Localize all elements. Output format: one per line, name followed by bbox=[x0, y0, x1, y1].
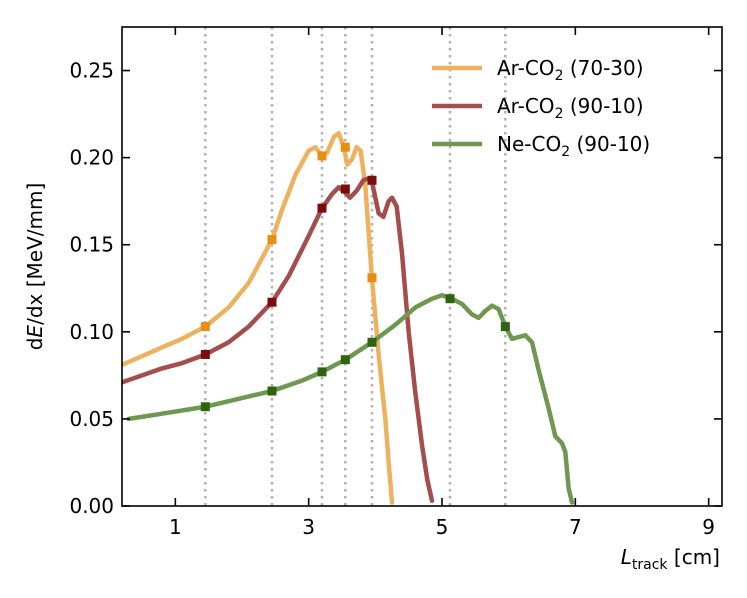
y-axis-label-pre: d bbox=[23, 338, 47, 351]
legend-label-suffix-2: (90-10) bbox=[570, 132, 650, 156]
series-1-marker-2 bbox=[317, 203, 327, 213]
legend-label-sub-2: 2 bbox=[561, 144, 570, 160]
y-tick-label-0: 0.00 bbox=[69, 494, 114, 518]
legend-label-name-2: Ne-CO bbox=[497, 132, 561, 156]
ticks: 1 3 5 7 9 0.00 0.05 0.10 0.15 0.20 0.25 bbox=[69, 27, 722, 539]
x-axis-label-main: L bbox=[621, 545, 632, 569]
y-tick-label-4: 0.20 bbox=[69, 146, 114, 170]
series-1-marker-4 bbox=[367, 175, 377, 185]
legend-label-0: Ar-CO2 (70-30) bbox=[497, 56, 644, 84]
series-2-marker-0 bbox=[200, 402, 210, 412]
x-tick-label-1: 3 bbox=[302, 515, 315, 539]
legend-label-name-1: Ar-CO bbox=[497, 94, 555, 118]
y-tick-label-2: 0.10 bbox=[69, 320, 114, 344]
x-axis-label-sub: track bbox=[632, 557, 669, 573]
series-2-marker-2 bbox=[317, 367, 327, 377]
series-2-marker-4 bbox=[367, 337, 377, 347]
axis-labels: Ltrack [cm] dE/dx [MeV/mm] bbox=[23, 183, 720, 573]
series-2-marker-6 bbox=[500, 322, 510, 332]
y-tick-label-1: 0.05 bbox=[69, 407, 114, 431]
legend-label-name-0: Ar-CO bbox=[497, 56, 555, 80]
series-0-marker-0 bbox=[200, 322, 210, 332]
series-1-marker-3 bbox=[340, 184, 350, 194]
series-2-marker-3 bbox=[340, 355, 350, 365]
series-0-marker-3 bbox=[340, 142, 350, 152]
legend-label-sub-1: 2 bbox=[555, 106, 564, 122]
y-tick-label-5: 0.25 bbox=[69, 59, 114, 83]
plot-frame bbox=[121, 26, 723, 507]
series-line-0 bbox=[122, 131, 395, 505]
y-axis-label: dE/dx [MeV/mm] bbox=[23, 183, 47, 351]
legend-label-sub-0: 2 bbox=[555, 68, 564, 84]
legend-label-2: Ne-CO2 (90-10) bbox=[497, 132, 650, 160]
data-series bbox=[122, 131, 575, 505]
data-markers bbox=[200, 142, 510, 412]
y-tick-label-3: 0.15 bbox=[69, 233, 114, 257]
x-tick-label-4: 9 bbox=[702, 515, 715, 539]
y-axis-label-post: /dx [MeV/mm] bbox=[23, 183, 47, 325]
series-1-marker-1 bbox=[267, 297, 277, 307]
series-1-marker-0 bbox=[200, 349, 210, 359]
legend: Ar-CO2 (70-30)Ar-CO2 (90-10)Ne-CO2 (90-1… bbox=[432, 56, 650, 160]
series-0-marker-4 bbox=[367, 273, 377, 283]
series-2-marker-1 bbox=[267, 386, 277, 396]
legend-label-1: Ar-CO2 (90-10) bbox=[497, 94, 644, 122]
x-tick-label-3: 7 bbox=[569, 515, 582, 539]
series-0-marker-2 bbox=[317, 151, 327, 161]
x-tick-label-2: 5 bbox=[436, 515, 449, 539]
legend-label-suffix-1: (90-10) bbox=[563, 94, 643, 118]
axes bbox=[121, 26, 723, 507]
x-axis-label-unit: [cm] bbox=[668, 545, 720, 569]
series-line-2 bbox=[126, 292, 575, 505]
series-2-marker-5 bbox=[445, 294, 455, 304]
series-0-marker-1 bbox=[267, 235, 277, 245]
x-axis-label: Ltrack [cm] bbox=[621, 545, 720, 573]
y-axis-label-italic: E bbox=[23, 325, 47, 338]
series-line-1 bbox=[122, 176, 435, 504]
x-tick-label-0: 1 bbox=[169, 515, 182, 539]
legend-label-suffix-0: (70-30) bbox=[563, 56, 643, 80]
